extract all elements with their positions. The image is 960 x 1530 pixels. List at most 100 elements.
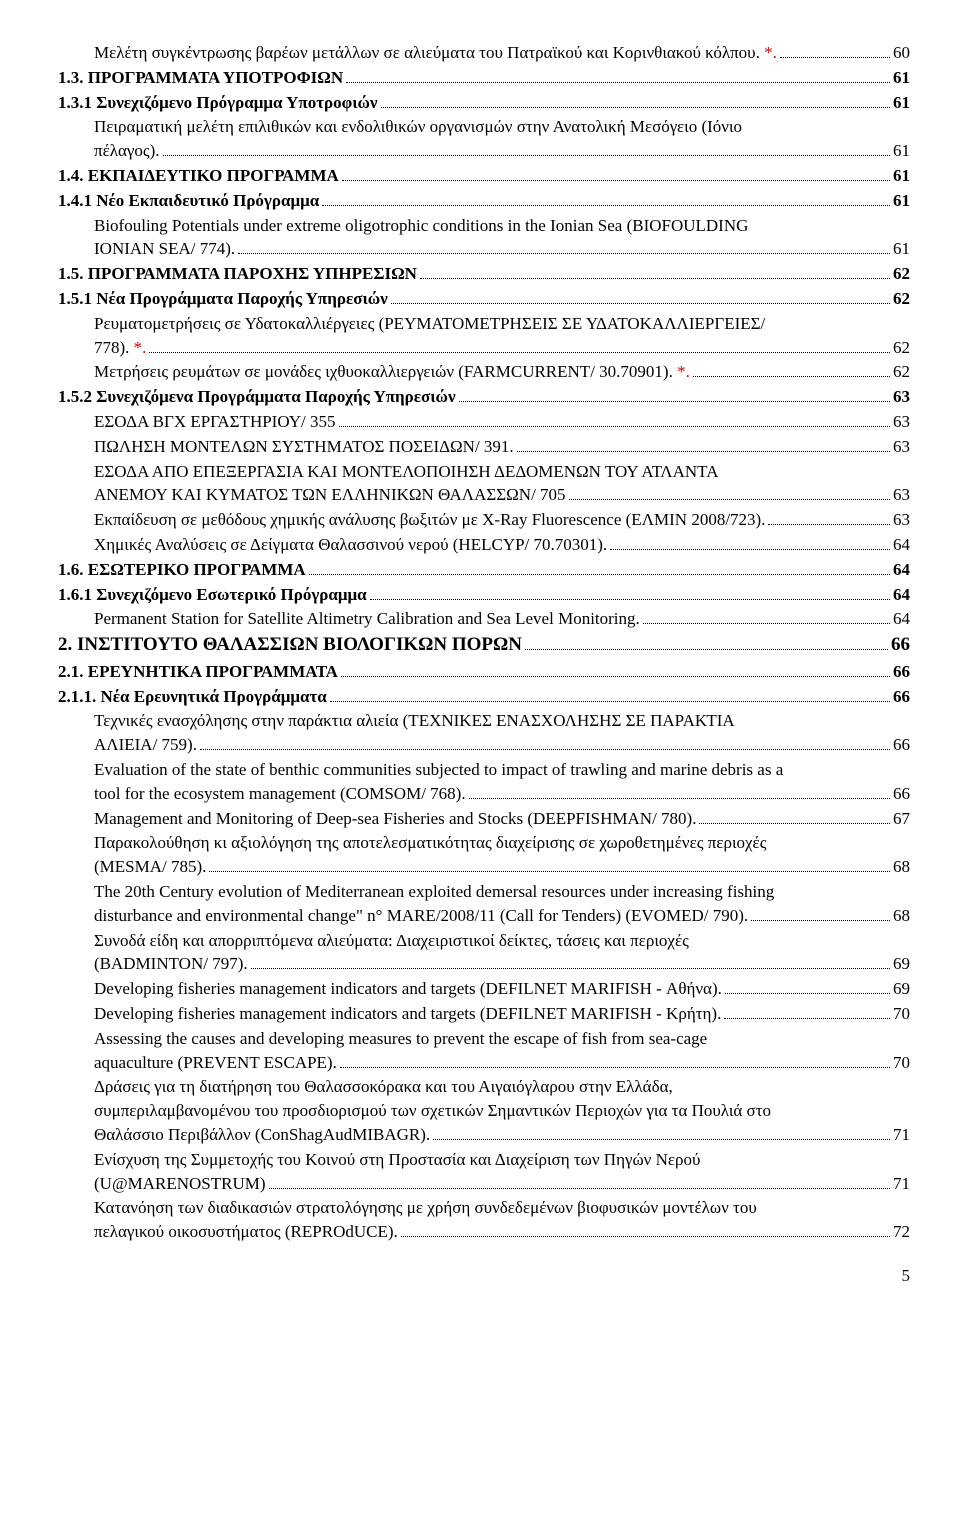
asterisk-marker: *. [764, 43, 777, 62]
toc-entry-text: ΠΩΛΗΣΗ ΜΟΝΤΕΛΩΝ ΣΥΣΤΗΜΑΤΟΣ ΠΟΣΕΙΔΩΝ/ 391… [94, 435, 514, 459]
toc-page-number: 68 [893, 904, 910, 928]
toc-page-number: 61 [893, 66, 910, 90]
toc-entry-text: The 20th Century evolution of Mediterran… [94, 880, 910, 904]
toc-entry-text: πελαγικού οικοσυστήματος (REPROdUCE). [94, 1220, 398, 1244]
toc-entry-text: (MESMA/ 785). [94, 855, 206, 879]
toc-leader-dots [751, 904, 890, 920]
toc-page-number: 64 [893, 583, 910, 607]
toc-page-number: 61 [893, 91, 910, 115]
toc-leader-dots [401, 1221, 890, 1237]
toc-page-number: 63 [893, 508, 910, 532]
toc-entry-text: IONIAN SEA/ 774). [94, 237, 235, 261]
toc-page-number: 62 [893, 262, 910, 286]
toc-page-number: 63 [893, 410, 910, 434]
toc-entry-text: ΑΝΕΜΟΥ ΚΑΙ ΚΥΜΑΤΟΣ ΤΩΝ ΕΛΛΗΝΙΚΩΝ ΘΑΛΑΣΣΩ… [94, 483, 566, 507]
toc-entry-text: Κατανόηση των διαδικασιών στρατολόγησης … [94, 1196, 910, 1220]
toc-leader-dots [459, 386, 890, 402]
toc-entry-text: 1.6. ΕΣΩΤΕΡΙΚΟ ΠΡΟΓΡΑΜΜΑ [58, 558, 306, 582]
toc-leader-dots [341, 661, 890, 677]
toc-page-number: 63 [893, 385, 910, 409]
toc-entry-text: Permanent Station for Satellite Altimetr… [94, 607, 640, 631]
toc-page-number: 64 [893, 558, 910, 582]
toc-page-number: 64 [893, 607, 910, 631]
toc-entry-text: ΑΛΙΕΙΑ/ 759). [94, 733, 197, 757]
toc-leader-dots [339, 411, 890, 427]
toc-leader-dots [342, 165, 890, 181]
toc-leader-dots [269, 1172, 891, 1188]
toc-page-number: 66 [893, 685, 910, 709]
toc-entry-text: 1.5.2 Συνεχιζόμενα Προγράμματα Παροχής Υ… [58, 385, 456, 409]
toc-leader-dots [200, 734, 890, 750]
page-number: 5 [58, 1264, 910, 1288]
toc-entry-text: Εκπαίδευση σε μεθόδους χημικής ανάλυσης … [94, 508, 765, 532]
toc-leader-dots [725, 978, 890, 994]
toc-entry-text: 1.6.1 Συνεχιζόμενο Εσωτερικό Πρόγραμμα [58, 583, 367, 607]
toc-page-number: 62 [893, 336, 910, 360]
toc-page-number: 70 [893, 1002, 910, 1026]
toc-page-number: 70 [893, 1051, 910, 1075]
toc-entry-text: (U@MARENOSTRUM) [94, 1172, 266, 1196]
toc-page-number: 62 [893, 287, 910, 311]
toc-leader-dots [433, 1124, 890, 1140]
toc-leader-dots [420, 263, 890, 279]
toc-entry-text: Πειραματική μελέτη επιλιθικών και ενδολι… [94, 115, 910, 139]
toc-leader-dots [569, 484, 890, 500]
toc-leader-dots [370, 583, 890, 599]
toc-leader-dots [340, 1051, 890, 1067]
toc-entry-text: (BADMINTON/ 797). [94, 952, 248, 976]
toc-entry-text: 2. ΙΝΣΤΙΤΟΥΤΟ ΘΑΛΑΣΣΙΩΝ ΒΙΟΛΟΓΙΚΩΝ ΠΟΡΩΝ [58, 632, 522, 659]
toc-leader-dots [322, 189, 890, 205]
toc-page-number: 71 [893, 1172, 910, 1196]
toc-leader-dots [251, 953, 890, 969]
toc-entry-text: πέλαγος). [94, 139, 160, 163]
toc-leader-dots [209, 856, 890, 872]
toc-page-number: 66 [891, 632, 910, 659]
toc-leader-dots [391, 288, 890, 304]
toc-leader-dots [525, 632, 888, 650]
toc-page-number: 64 [893, 533, 910, 557]
toc-leader-dots [149, 336, 890, 352]
toc-entry-text: tool for the ecosystem management (COMSO… [94, 782, 466, 806]
toc-page-number: 67 [893, 807, 910, 831]
toc-page-number: 63 [893, 435, 910, 459]
toc-entry-text: 1.3. ΠΡΟΓΡΑΜΜΑΤΑ ΥΠΟΤΡΟΦΙΩΝ [58, 66, 343, 90]
toc-leader-dots [330, 685, 890, 701]
toc-entry-text: 2.1. ΕΡΕΥΝΗΤΙΚΑ ΠΡΟΓΡΑΜΜΑΤΑ [58, 660, 338, 684]
toc-entry-text: 1.5. ΠΡΟΓΡΑΜΜΑΤΑ ΠΑΡΟΧΗΣ ΥΠΗΡΕΣΙΩΝ [58, 262, 417, 286]
toc-page-number: 61 [893, 189, 910, 213]
toc-leader-dots [780, 42, 890, 58]
toc-entry-text: Χημικές Αναλύσεις σε Δείγματα Θαλασσινού… [94, 533, 607, 557]
toc-leader-dots [517, 435, 890, 451]
toc-leader-dots [693, 361, 890, 377]
toc-entry-text: Μελέτη συγκέντρωσης βαρέων μετάλλων σε α… [94, 41, 777, 65]
toc-page-number: 68 [893, 855, 910, 879]
asterisk-marker: *. [134, 338, 147, 357]
toc-entry-text: Ενίσχυση της Συμμετοχής του Κοινού στη Π… [94, 1148, 910, 1172]
toc-entry-text: Ρευματομετρήσεις σε Υδατοκαλλιέργειες (Ρ… [94, 312, 910, 336]
toc-entry-text: disturbance and environmental change" n°… [94, 904, 748, 928]
toc-leader-dots [238, 238, 890, 254]
toc-page-number: 69 [893, 952, 910, 976]
toc-page-number: 69 [893, 977, 910, 1001]
toc-entry-text: ΕΣΟΔΑ ΑΠΟ ΕΠΕΞΕΡΓΑΣΙΑ ΚΑΙ ΜΟΝΤΕΛΟΠΟΙΗΣΗ … [94, 460, 910, 484]
toc-leader-dots [724, 1003, 890, 1019]
toc-entry-text: Biofouling Potentials under extreme olig… [94, 214, 910, 238]
toc-leader-dots [610, 534, 890, 550]
toc-entry-text: 2.1.1. Νέα Ερευνητικά Προγράμματα [58, 685, 327, 709]
toc-page-number: 63 [893, 483, 910, 507]
toc-leader-dots [309, 558, 890, 574]
toc-entry-text: Παρακολούθηση κι αξιολόγηση της αποτελεσ… [94, 831, 910, 855]
toc-entry-text: 1.5.1 Νέα Προγράμματα Παροχής Υπηρεσιών [58, 287, 388, 311]
toc-entry-text: συμπεριλαμβανομένου του προσδιορισμού τω… [94, 1099, 910, 1123]
toc-page-number: 61 [893, 139, 910, 163]
toc-entry-text: Μετρήσεις ρευμάτων σε μονάδες ιχθυοκαλλι… [94, 360, 690, 384]
toc-page-number: 66 [893, 733, 910, 757]
toc-page-number: 66 [893, 782, 910, 806]
toc-entry-text: Τεχνικές ενασχόλησης στην παράκτια αλιεί… [94, 709, 910, 733]
toc-entry-text: Συνοδά είδη και απορριπτόμενα αλιεύματα:… [94, 929, 910, 953]
toc-entry-text: Θαλάσσιο Περιβάλλον (ConShagAudMIBAGR). [94, 1123, 430, 1147]
toc-entry-text: 1.4. ΕΚΠΑΙΔΕΥΤΙΚΟ ΠΡΟΓΡΑΜΜΑ [58, 164, 339, 188]
toc-page-number: 71 [893, 1123, 910, 1147]
toc-leader-dots [163, 140, 890, 156]
toc-page-number: 61 [893, 237, 910, 261]
